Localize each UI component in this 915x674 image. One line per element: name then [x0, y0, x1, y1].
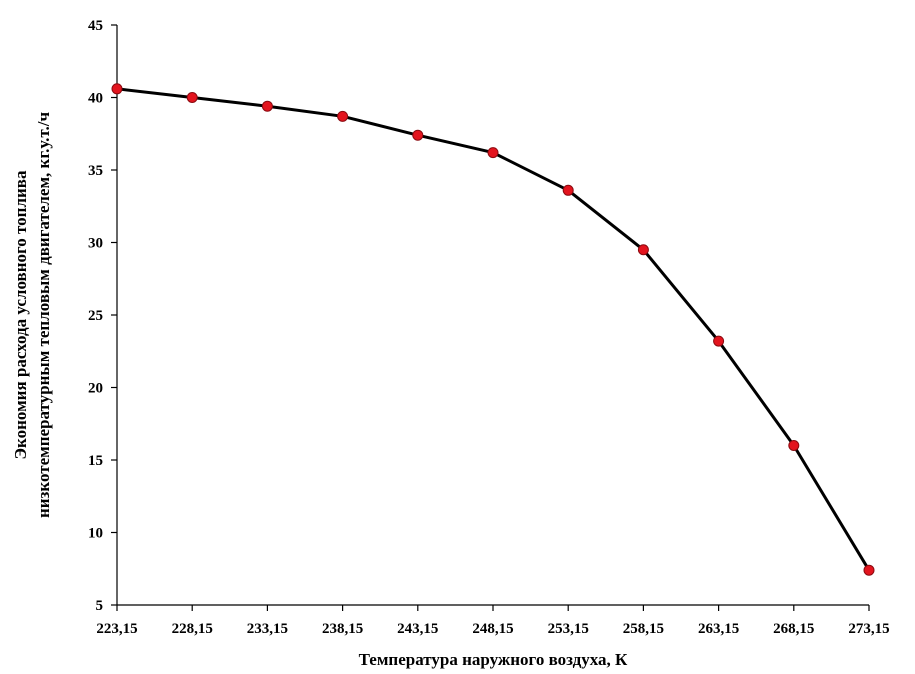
- x-tick-label: 268,15: [773, 621, 814, 637]
- y-axis-title-line-1: Экономия расхода условного топлива: [11, 170, 30, 459]
- x-tick-label: 263,15: [698, 621, 739, 637]
- x-tick-label: 238,15: [322, 621, 363, 637]
- data-point: [788, 440, 800, 451]
- x-tick-label: 253,15: [548, 621, 589, 637]
- data-point: [261, 100, 273, 112]
- y-axis-title-line-2: низкотемпературным тепловым двигателем, …: [34, 112, 53, 519]
- x-tick-label: 223,15: [96, 621, 137, 637]
- x-tick-label: 228,15: [172, 621, 213, 637]
- x-tick-label: 273,15: [848, 621, 889, 637]
- y-tick-label: 40: [88, 91, 103, 107]
- data-point: [337, 110, 349, 122]
- x-axis-title: Температура наружного воздуха, К: [359, 650, 628, 669]
- y-tick-label: 5: [96, 598, 104, 614]
- y-axis-ticks: 5 10 15 20 25 30 35 40 45: [88, 18, 117, 614]
- data-point: [863, 564, 875, 576]
- data-points: [111, 83, 875, 576]
- y-tick-label: 20: [88, 381, 103, 397]
- axes: [116, 25, 869, 606]
- data-point: [487, 147, 499, 159]
- y-tick-label: 10: [88, 526, 103, 542]
- x-tick-label: 243,15: [397, 621, 438, 637]
- data-point: [562, 184, 574, 196]
- y-tick-label: 30: [88, 236, 103, 252]
- y-tick-label: 15: [88, 453, 103, 469]
- data-point: [637, 244, 649, 256]
- x-tick-label: 248,15: [472, 621, 513, 637]
- y-axis-title: Экономия расхода условного топлива низко…: [11, 112, 53, 519]
- x-tick-label: 233,15: [247, 621, 288, 637]
- data-point: [111, 83, 123, 95]
- series-line: [115, 87, 871, 572]
- data-point: [186, 92, 198, 103]
- y-tick-label: 25: [88, 308, 103, 324]
- x-tick-label: 258,15: [623, 621, 664, 637]
- data-point: [412, 129, 424, 141]
- y-tick-label: 45: [88, 18, 103, 34]
- data-point: [713, 335, 725, 347]
- x-axis-ticks: 223,15 228,15 233,15 238,15 243,15 248,15 253,…: [96, 605, 890, 637]
- series: [115, 87, 871, 572]
- y-tick-label: 35: [88, 163, 103, 179]
